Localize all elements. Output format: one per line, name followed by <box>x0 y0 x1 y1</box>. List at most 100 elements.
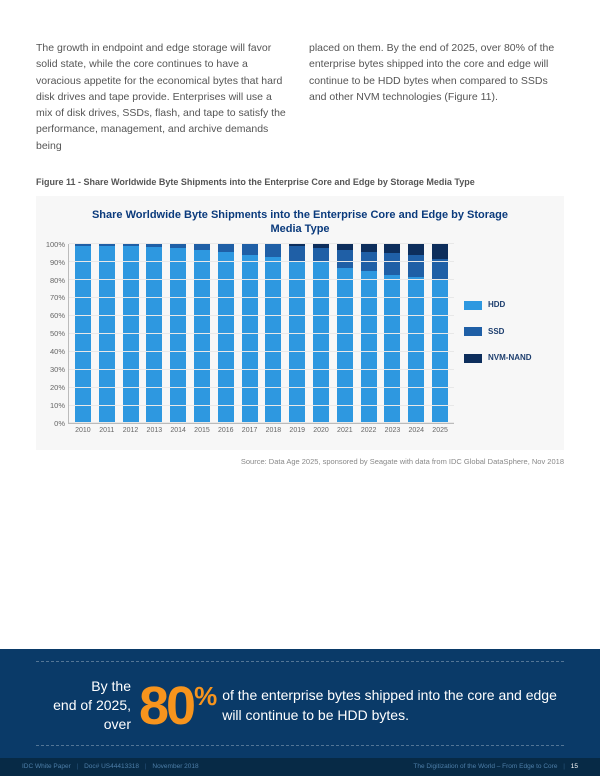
y-axis-label: 100% <box>46 239 69 251</box>
chart-legend: HDD SSD NVM-NAND <box>454 244 564 440</box>
y-axis-label: 30% <box>50 364 69 376</box>
footer-right: The Digitization of the World – From Edg… <box>413 762 578 772</box>
footer-doc-type: IDC White Paper <box>22 763 71 770</box>
callout-number: 80 <box>139 679 193 733</box>
legend-label: SSD <box>488 326 504 338</box>
bar-segment <box>408 244 424 255</box>
plot-wrap: 2010201120122013201420152016201720182019… <box>36 244 454 440</box>
bar: 2016 <box>218 244 234 423</box>
bar-segment <box>361 271 377 423</box>
bar: 2022 <box>361 244 377 423</box>
chart-body: 2010201120122013201420152016201720182019… <box>36 244 564 450</box>
y-axis-label: 20% <box>50 382 69 394</box>
gridline <box>69 387 454 388</box>
bar-segment <box>361 244 377 251</box>
bar-segment <box>384 244 400 253</box>
y-axis-label: 0% <box>54 418 69 430</box>
bar-segment <box>384 253 400 274</box>
bar-segment <box>75 246 91 423</box>
x-axis-label: 2023 <box>385 426 401 437</box>
bar-segment <box>337 268 353 424</box>
bar: 2015 <box>194 244 210 423</box>
footer-left: IDC White Paper | Doc# US44413318 | Nove… <box>22 762 199 772</box>
bar-segment <box>289 246 305 260</box>
x-axis-label: 2021 <box>337 426 353 437</box>
footer-page-number: 15 <box>571 763 578 770</box>
x-axis-label: 2010 <box>75 426 91 437</box>
bar-segment <box>265 257 281 423</box>
bar: 2018 <box>265 244 281 423</box>
gridline <box>69 261 454 262</box>
gridline <box>69 279 454 280</box>
y-axis-label: 10% <box>50 400 69 412</box>
bar: 2023 <box>384 244 400 423</box>
separator-icon: | <box>145 763 147 770</box>
bar: 2020 <box>313 244 329 423</box>
bar: 2021 <box>337 244 353 423</box>
legend-swatch <box>464 327 482 336</box>
y-axis-label: 80% <box>50 274 69 286</box>
bar-segment <box>123 246 139 423</box>
x-axis-label: 2015 <box>194 426 210 437</box>
bar-segment <box>265 244 281 257</box>
x-axis-label: 2022 <box>361 426 377 437</box>
bar: 2011 <box>99 244 115 423</box>
gridline <box>69 422 454 423</box>
x-axis-label: 2025 <box>432 426 448 437</box>
footer-title: The Digitization of the World – From Edg… <box>413 763 557 770</box>
x-axis-label: 2018 <box>266 426 282 437</box>
bar: 2010 <box>75 244 91 423</box>
y-axis-label: 70% <box>50 292 69 304</box>
gridline <box>69 369 454 370</box>
bar-segment <box>313 262 329 423</box>
body-text-columns: The growth in endpoint and edge storage … <box>0 0 600 176</box>
callout-big-number: 80 % <box>139 679 214 733</box>
gridline <box>69 297 454 298</box>
body-col-1: The growth in endpoint and edge storage … <box>36 40 291 154</box>
callout-left-text: By theend of 2025,over <box>36 677 131 734</box>
legend-label: HDD <box>488 299 505 311</box>
x-axis-label: 2019 <box>289 426 305 437</box>
gridline <box>69 333 454 334</box>
bar-segment <box>218 252 234 424</box>
chart-container: Share Worldwide Byte Shipments into the … <box>36 196 564 451</box>
bar-segment <box>289 261 305 424</box>
plot-area: 2010201120122013201420152016201720182019… <box>68 244 454 424</box>
footer-date: November 2018 <box>152 763 198 770</box>
bar-segment <box>99 246 115 423</box>
bar-segment <box>194 250 210 424</box>
bar: 2025 <box>432 244 448 423</box>
bar-segment <box>313 248 329 262</box>
separator-icon: | <box>77 763 79 770</box>
bar: 2024 <box>408 244 424 423</box>
y-axis-label: 40% <box>50 346 69 358</box>
legend-item: NVM-NAND <box>464 352 554 364</box>
legend-swatch <box>464 354 482 363</box>
gridline <box>69 405 454 406</box>
bar-segment <box>242 255 258 423</box>
legend-item: SSD <box>464 326 554 338</box>
callout-percent-sign: % <box>194 683 214 709</box>
chart-source: Source: Data Age 2025, sponsored by Seag… <box>0 450 600 468</box>
gridline <box>69 351 454 352</box>
bar-segment <box>408 255 424 276</box>
bar: 2013 <box>146 244 162 423</box>
body-col-2: placed on them. By the end of 2025, over… <box>309 40 564 154</box>
page-footer: IDC White Paper | Doc# US44413318 | Nove… <box>0 758 600 776</box>
bar: 2019 <box>289 244 305 423</box>
legend-item: HDD <box>464 299 554 311</box>
x-axis-label: 2012 <box>123 426 139 437</box>
bar-segment <box>432 244 448 258</box>
bars-container: 2010201120122013201420152016201720182019… <box>69 244 454 423</box>
x-axis-label: 2024 <box>408 426 424 437</box>
chart-title: Share Worldwide Byte Shipments into the … <box>36 196 564 245</box>
gridline <box>69 315 454 316</box>
bar: 2014 <box>170 244 186 423</box>
bar-segment <box>432 280 448 423</box>
separator-icon: | <box>563 763 565 770</box>
bar-segment <box>146 247 162 423</box>
legend-swatch <box>464 301 482 310</box>
x-axis-label: 2013 <box>147 426 163 437</box>
callout-right-text: of the enterprise bytes shipped into the… <box>222 686 564 725</box>
stat-callout: By theend of 2025,over 80 % of the enter… <box>0 649 600 758</box>
